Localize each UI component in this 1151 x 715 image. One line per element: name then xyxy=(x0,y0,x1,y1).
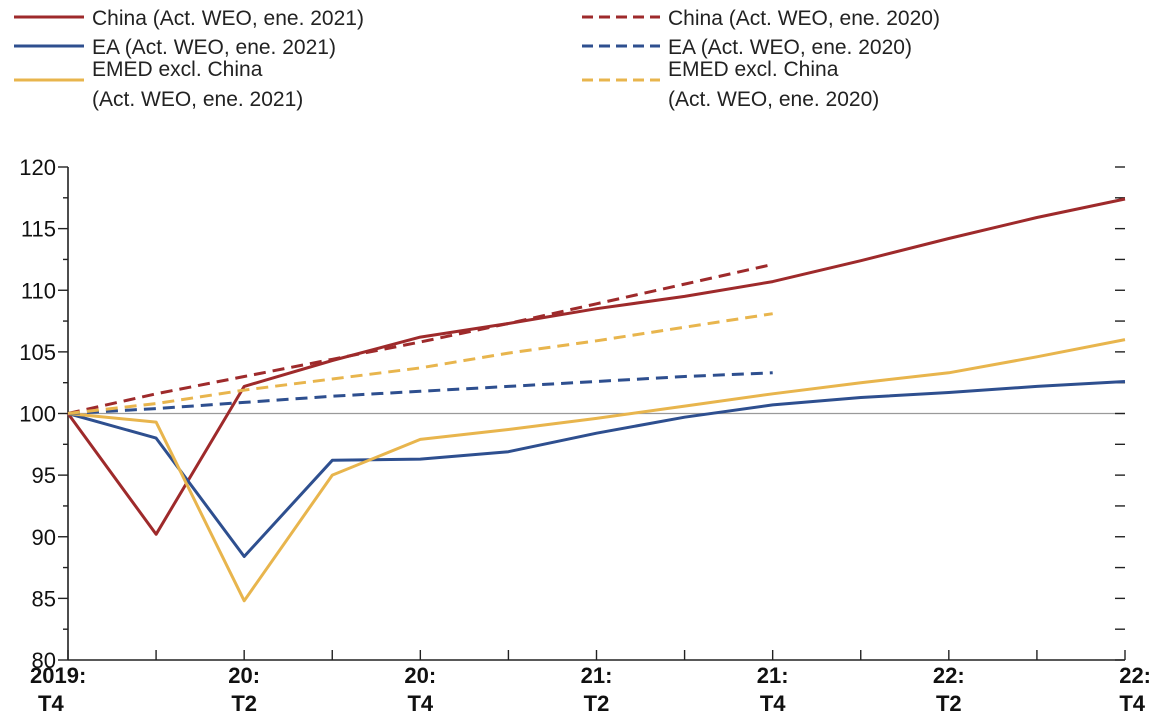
series-line-dashed xyxy=(67,312,773,415)
y-tick-label: 100 xyxy=(19,402,56,427)
series-line-solid xyxy=(66,197,1126,536)
legend-label: China (Act. WEO, ene. 2021) xyxy=(92,7,364,30)
x-tick-label-year: 20: xyxy=(228,663,260,688)
y-tick-label: 110 xyxy=(21,278,56,303)
legend-label: EA (Act. WEO, ene. 2020) xyxy=(668,36,912,59)
x-tick-label-year: 22: xyxy=(1119,663,1151,688)
x-tick-label-quarter: T2 xyxy=(936,691,962,715)
legend-label: China (Act. WEO, ene. 2020) xyxy=(668,7,940,30)
x-tick-label-quarter: T4 xyxy=(1119,691,1145,715)
x-tick-label-year: 21: xyxy=(581,663,613,688)
x-tick-label-quarter: T2 xyxy=(584,691,610,715)
y-tick-label: 85 xyxy=(32,586,56,611)
x-tick-label-quarter: T4 xyxy=(38,691,64,715)
series-line-dashed xyxy=(67,262,774,415)
legend-label: (Act. WEO, ene. 2021) xyxy=(92,88,303,111)
y-tick-label: 95 xyxy=(32,463,56,488)
series-line-solid xyxy=(67,338,1126,603)
legend-label: EA (Act. WEO, ene. 2021) xyxy=(92,36,336,59)
y-tick-label: 120 xyxy=(19,155,56,180)
x-tick-label-year: 21: xyxy=(757,663,789,688)
legend-label: EMED excl. China xyxy=(92,58,263,81)
y-tick-label: 105 xyxy=(19,340,56,365)
x-tick-label-quarter: T4 xyxy=(760,691,786,715)
series-line-dashed xyxy=(67,371,773,415)
axes: 80 85 90 95 100 105 110 115 120 2019: T4 20: T2 20: T4… xyxy=(19,155,1151,715)
y-tick-label: 80 xyxy=(32,648,56,673)
y-tick-label: 115 xyxy=(21,217,56,242)
plot-area xyxy=(66,197,1126,603)
x-tick-label-year: 22: xyxy=(933,663,965,688)
x-tick-label-quarter: T4 xyxy=(407,691,433,715)
legend-label: EMED excl. China xyxy=(668,58,839,81)
legend-label: (Act. WEO, ene. 2020) xyxy=(668,88,879,111)
legend: China (Act. WEO, ene. 2021) EA (Act. WEO,… xyxy=(14,7,940,111)
x-tick-label-year: 2019: xyxy=(30,663,86,688)
y-tick-label: 90 xyxy=(32,525,56,550)
x-tick-label-year: 20: xyxy=(404,663,436,688)
x-tick-label-quarter: T2 xyxy=(231,691,257,715)
series-line-solid xyxy=(67,380,1126,558)
